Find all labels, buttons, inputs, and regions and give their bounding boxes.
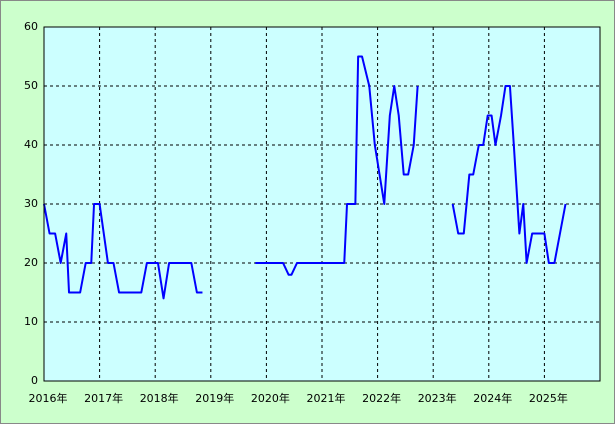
- x-tick-label: 2023年: [418, 391, 457, 405]
- plot-border: [43, 26, 601, 382]
- y-tick-label: 40: [24, 138, 38, 151]
- y-tick-label: 30: [24, 197, 38, 210]
- x-tick-label: 2018年: [140, 391, 179, 405]
- y-tick-label: 10: [24, 315, 38, 328]
- y-tick-label: 0: [31, 374, 38, 387]
- data-line: [43, 55, 567, 300]
- y-tick-label: 60: [24, 20, 38, 33]
- x-tick-label: 2016年: [29, 391, 68, 405]
- x-tick-label: 2019年: [195, 391, 234, 405]
- y-tick-label: 50: [24, 79, 38, 92]
- x-tick-label: 2024年: [473, 391, 512, 405]
- x-tick-label: 2021年: [307, 391, 346, 405]
- x-tick-label: 2025年: [529, 391, 568, 405]
- y-tick-label: 20: [24, 256, 38, 269]
- x-tick-label: 2022年: [362, 391, 401, 405]
- x-tick-label: 2017年: [84, 391, 123, 405]
- x-tick-label: 2020年: [251, 391, 290, 405]
- marks: [43, 55, 567, 300]
